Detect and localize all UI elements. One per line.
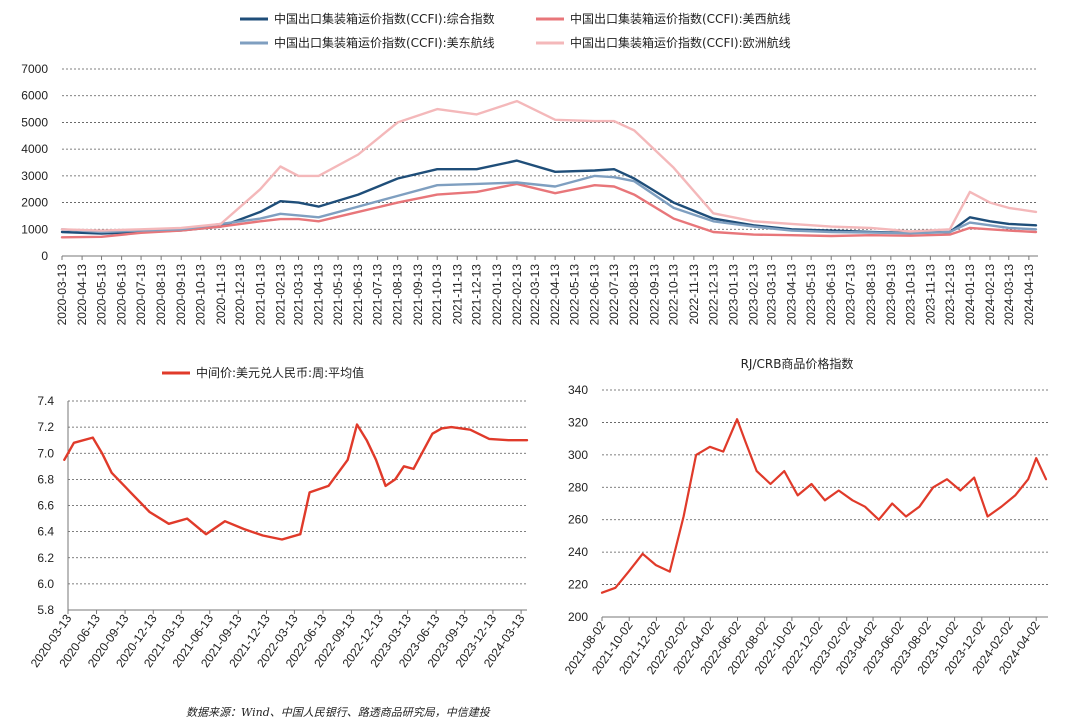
legend-label: 中国出口集装箱运价指数(CCFI):美东航线 — [274, 35, 495, 50]
x-tick-label: 2023-01-13 — [726, 264, 740, 326]
y-tick-label: 7.0 — [37, 446, 54, 460]
ccfi-chart: 0 1000 2000 3000 4000 5000 6000 7000 2020-03-13 2… — [21, 11, 1038, 325]
series-line-4 — [60, 99, 1038, 233]
crb-chart: 2002202402602803003203402021-08-022021-1… — [562, 356, 1048, 677]
x-tick-label: 2022-04-13 — [548, 264, 562, 326]
y-tick-label: 320 — [568, 415, 588, 429]
series-line-3 — [60, 174, 1038, 235]
x-tick-label: 2023-04-13 — [785, 264, 799, 326]
x-tick-label: 2023-09-13 — [884, 264, 898, 326]
x-tick-label: 2021-03-13 — [292, 264, 306, 326]
x-tick-label: 2020-09-13 — [174, 264, 188, 326]
y-tick-label: 260 — [568, 513, 588, 527]
x-tick-label: 2023-02-13 — [746, 264, 760, 326]
y-tick-label: 220 — [568, 578, 588, 592]
x-tick-label: 2021-08-13 — [391, 264, 405, 326]
x-tick-label: 2020-04-13 — [75, 264, 89, 326]
y-tick-label: 6.4 — [37, 525, 54, 539]
x-tick-label: 2024-04-13 — [1022, 264, 1036, 326]
x-tick-label: 2022-10-13 — [667, 264, 681, 326]
x-tick-label: 2022-03-13 — [528, 264, 542, 326]
y-tick-label: 6000 — [21, 89, 48, 103]
y-tick-label: 240 — [568, 545, 588, 559]
x-tick-label: 2021-02-13 — [273, 264, 287, 326]
y-tick-label: 1000 — [21, 222, 48, 236]
x-tick-label: 2020-03-13 — [55, 264, 69, 326]
x-tick-label: 2022-07-13 — [607, 264, 621, 326]
usdcny-chart: 5.86.06.26.46.66.87.07.27.42020-03-13202… — [28, 365, 529, 670]
x-tick-label: 2020-11-13 — [214, 264, 228, 325]
x-tick-label: 2023-07-13 — [844, 264, 858, 326]
y-tick-label: 300 — [568, 448, 588, 462]
x-tick-label: 2022-02-13 — [510, 264, 524, 326]
y-tick-label: 340 — [568, 383, 588, 397]
series-line-2 — [60, 182, 1038, 239]
x-tick-label: 2021-11-13 — [450, 264, 464, 325]
x-tick-label: 2021-06-13 — [351, 264, 365, 326]
x-tick-label: 2023-11-13 — [923, 264, 937, 325]
y-tick-label: 6.0 — [37, 577, 54, 591]
y-tick-label: 280 — [568, 480, 588, 494]
x-tick-label: 2021-12-13 — [470, 264, 484, 326]
y-tick-label: 6.2 — [37, 551, 54, 565]
y-tick-label: 6.6 — [37, 499, 54, 513]
legend-label: 中国出口集装箱运价指数(CCFI):综合指数 — [274, 11, 495, 26]
y-tick-label: 3000 — [21, 169, 48, 183]
x-tick-label: 2021-07-13 — [371, 264, 385, 326]
x-tick-label: 2021-01-13 — [253, 264, 267, 326]
y-tick-label: 6.8 — [37, 472, 54, 486]
y-tick-label: 4000 — [21, 142, 48, 156]
y-tick-label: 7.4 — [37, 394, 54, 408]
x-tick-label: 2024-03-13 — [1002, 264, 1016, 326]
x-tick-label: 2024-01-13 — [963, 264, 977, 326]
chart-title: RJ/CRB商品价格指数 — [741, 356, 854, 371]
x-tick-label: 2023-05-13 — [804, 264, 818, 326]
x-tick-label: 2020-07-13 — [134, 264, 148, 326]
x-tick-label: 2020-08-13 — [154, 264, 168, 326]
x-tick-label: 2022-12-13 — [706, 264, 720, 326]
y-tick-label: 7000 — [21, 62, 48, 76]
x-tick-label: 2021-05-13 — [331, 264, 345, 326]
y-tick-label: 0 — [41, 249, 48, 263]
source-note: 数据来源：Wind、中国人民银行、路透商品研究局，中信建投 — [186, 706, 491, 719]
x-tick-label: 2022-05-13 — [568, 264, 582, 326]
y-tick-label: 5000 — [21, 115, 48, 129]
x-tick-label: 2023-10-13 — [903, 264, 917, 326]
x-tick-label: 2020-05-13 — [95, 264, 109, 326]
x-tick-label: 2020-06-13 — [115, 264, 129, 326]
y-tick-label: 200 — [568, 610, 588, 624]
x-tick-label: 2023-08-13 — [864, 264, 878, 326]
x-tick-label: 2020-12-13 — [233, 264, 247, 326]
x-tick-label: 2022-01-13 — [490, 264, 504, 326]
x-tick-label: 2021-09-13 — [411, 264, 425, 326]
x-tick-label: 2020-10-13 — [194, 264, 208, 326]
x-tick-label: 2023-03-13 — [765, 264, 779, 326]
x-tick-label: 2024-02-13 — [983, 264, 997, 326]
x-tick-label: 2021-04-13 — [312, 264, 326, 326]
x-tick-label: 2022-06-13 — [588, 264, 602, 326]
series-line-1 — [63, 423, 529, 541]
x-tick-label: 2023-06-13 — [824, 264, 838, 326]
y-tick-label: 5.8 — [37, 603, 54, 617]
x-tick-label: 2021-10-13 — [430, 264, 444, 326]
x-tick-label: 2022-09-13 — [647, 264, 661, 326]
series-line-1 — [60, 159, 1038, 235]
x-tick-label: 2022-08-13 — [627, 264, 641, 326]
y-tick-label: 7.2 — [37, 420, 54, 434]
legend-label: 中国出口集装箱运价指数(CCFI):美西航线 — [570, 11, 791, 26]
legend-label: 中国出口集装箱运价指数(CCFI):欧洲航线 — [570, 35, 791, 50]
series-line-1 — [600, 418, 1048, 594]
x-tick-label: 2023-12-13 — [943, 264, 957, 326]
x-tick-label: 2022-11-13 — [687, 264, 701, 325]
y-tick-label: 2000 — [21, 196, 48, 210]
legend-label: 中间价:美元兑人民币:周:平均值 — [196, 365, 364, 380]
